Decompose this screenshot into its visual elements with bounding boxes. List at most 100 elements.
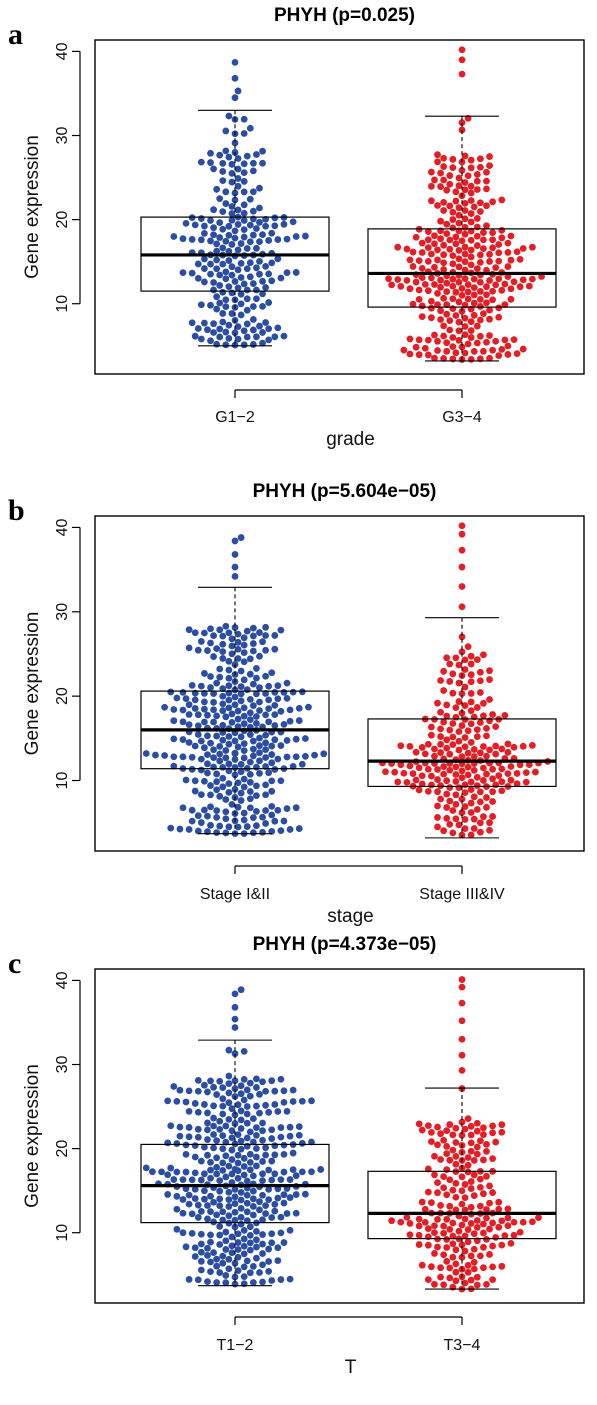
data-point xyxy=(216,1177,224,1185)
data-point xyxy=(495,257,503,265)
data-point xyxy=(461,230,469,238)
data-point xyxy=(443,1166,451,1174)
data-point xyxy=(256,1206,263,1214)
data-point xyxy=(268,229,276,237)
data-point xyxy=(406,285,414,293)
data-point xyxy=(458,795,466,803)
data-point xyxy=(225,1188,233,1196)
data-point xyxy=(446,784,454,791)
data-point xyxy=(207,1077,214,1085)
data-point xyxy=(219,159,227,167)
data-point xyxy=(449,741,457,749)
data-point xyxy=(434,246,441,254)
data-point xyxy=(301,735,309,742)
data-point xyxy=(440,770,448,778)
data-point xyxy=(240,217,248,224)
data-point xyxy=(489,1155,496,1163)
data-point xyxy=(516,283,524,291)
data-point xyxy=(185,1124,193,1131)
data-point xyxy=(216,1125,224,1133)
data-point xyxy=(507,776,515,784)
data-point xyxy=(191,1169,199,1177)
data-point xyxy=(458,633,466,641)
data-point xyxy=(191,1244,199,1252)
data-point xyxy=(228,635,236,643)
data-point xyxy=(216,1195,224,1203)
data-point xyxy=(476,749,484,757)
data-point xyxy=(458,1131,466,1139)
data-point xyxy=(246,778,254,786)
data-point xyxy=(259,231,266,239)
data-point xyxy=(207,1174,214,1182)
data-point xyxy=(253,690,260,698)
data-point xyxy=(403,276,411,284)
data-point xyxy=(237,797,245,804)
data-point xyxy=(188,236,196,243)
data-point xyxy=(458,119,466,127)
data-point xyxy=(458,1241,466,1249)
group-1 xyxy=(140,986,330,1288)
data-point xyxy=(280,332,288,340)
data-point xyxy=(222,303,230,310)
data-point xyxy=(234,1239,242,1246)
data-point xyxy=(268,777,276,785)
data-point xyxy=(280,720,288,728)
data-point xyxy=(216,626,224,634)
data-point xyxy=(249,624,257,632)
data-point xyxy=(253,1145,260,1152)
data-point xyxy=(265,325,273,333)
data-point xyxy=(210,320,217,328)
data-point xyxy=(446,1156,454,1164)
data-point xyxy=(455,211,463,219)
data-point xyxy=(231,1085,239,1093)
data-point xyxy=(424,1225,432,1232)
data-point xyxy=(461,349,469,357)
data-point xyxy=(406,742,414,750)
data-point xyxy=(204,1215,211,1223)
data-point xyxy=(489,775,496,783)
data-point xyxy=(507,1239,515,1247)
data-point xyxy=(249,1211,257,1219)
data-point xyxy=(486,746,493,754)
data-point xyxy=(446,1264,454,1272)
data-point xyxy=(473,177,481,185)
data-point xyxy=(455,318,463,326)
data-point xyxy=(216,1231,224,1239)
data-point xyxy=(498,787,506,795)
data-point xyxy=(501,711,509,719)
data-point xyxy=(311,751,318,759)
data-point xyxy=(467,1220,475,1227)
data-point xyxy=(194,731,202,738)
data-point xyxy=(197,766,205,774)
data-point xyxy=(470,815,478,823)
data-point xyxy=(246,788,254,795)
data-point xyxy=(259,1240,266,1248)
data-point xyxy=(467,831,475,839)
data-point xyxy=(225,1196,233,1204)
data-point xyxy=(424,351,432,359)
data-point xyxy=(213,256,221,264)
data-point xyxy=(243,1119,251,1127)
data-point xyxy=(424,765,432,773)
data-point xyxy=(495,249,503,257)
data-point xyxy=(234,823,242,831)
data-point xyxy=(225,760,233,768)
data-point xyxy=(201,718,208,726)
data-point xyxy=(265,299,273,306)
data-point xyxy=(225,1212,233,1220)
data-point xyxy=(280,1151,288,1158)
data-point xyxy=(194,722,202,730)
data-point xyxy=(213,185,221,193)
data-point xyxy=(443,701,451,709)
data-point xyxy=(431,1222,438,1230)
data-point xyxy=(483,291,490,299)
data-point xyxy=(231,1223,239,1231)
data-point xyxy=(440,154,448,162)
data-point xyxy=(431,240,438,248)
data-point xyxy=(219,1216,227,1224)
data-point xyxy=(225,696,233,704)
data-point xyxy=(197,1207,205,1215)
data-point xyxy=(249,745,257,753)
data-point xyxy=(504,740,512,748)
data-point xyxy=(204,1252,211,1259)
